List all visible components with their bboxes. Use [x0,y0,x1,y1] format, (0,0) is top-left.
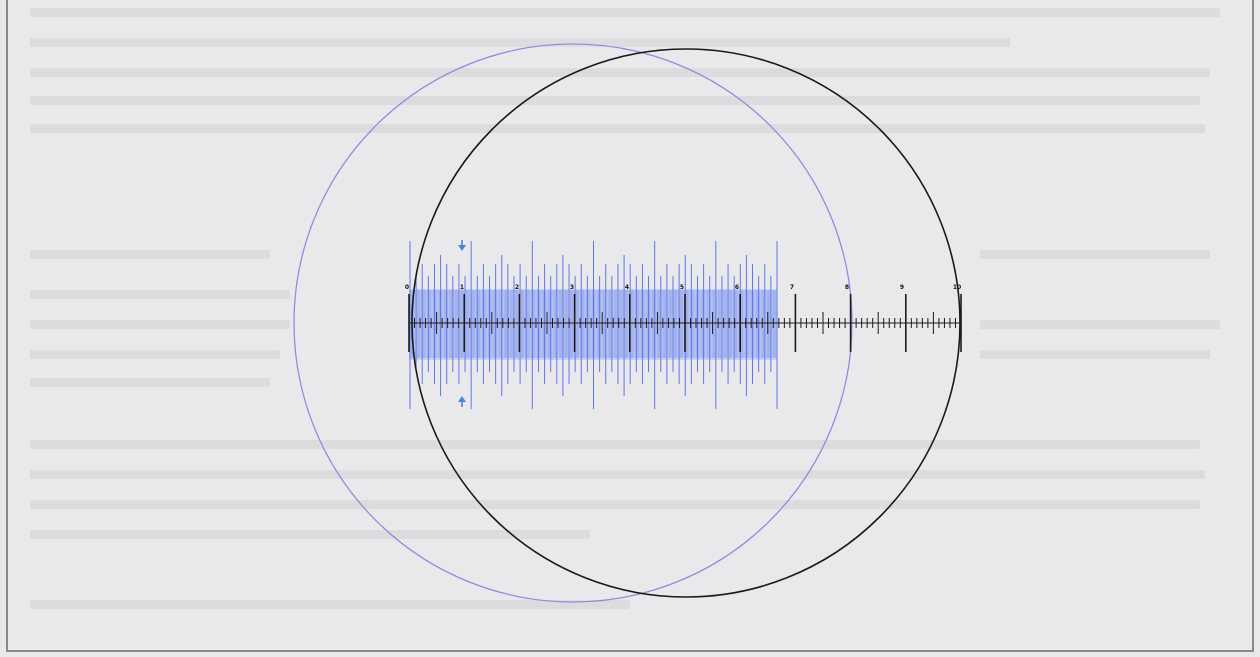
faint-text-line [30,68,1210,77]
scale-label: 5 [680,284,684,291]
scale-label: 10 [953,284,961,291]
scale-label: 1 [460,284,464,291]
scale-label: 2 [515,284,519,291]
faint-text-line [30,440,1200,449]
faint-text-line [30,530,590,539]
faint-text-line [30,600,630,609]
faint-text-line [30,320,290,329]
faint-text-line [980,320,1220,329]
faint-text-line [980,250,1210,259]
faint-text-line [30,470,1205,479]
arrow-up-icon [458,396,466,407]
scale-label: 4 [625,284,629,291]
faint-text-line [30,38,1010,47]
ocular-scale-numbers: 0 1 2 3 4 5 6 7 8 9 10 [405,284,961,291]
faint-text-line [980,350,1210,359]
scale-label: 0 [405,284,409,291]
faint-text-line [30,250,270,259]
scale-label: 7 [790,284,794,291]
scale-label: 9 [900,284,904,291]
figure-frame [6,0,1254,652]
faint-text-line [30,124,1205,133]
scale-label: 3 [570,284,574,291]
scale-label: 8 [845,284,849,291]
faint-text-line [30,96,1200,105]
ocular-scale-graduations [408,294,962,352]
faint-text-line [30,8,1220,17]
arrow-down-icon [458,240,466,251]
faint-text-line [30,500,1200,509]
scale-label: 6 [735,284,739,291]
faint-text-line [30,350,280,359]
faint-text-line [30,378,270,387]
overlay-scale-graduations [409,241,778,409]
faint-text-line [30,290,290,299]
